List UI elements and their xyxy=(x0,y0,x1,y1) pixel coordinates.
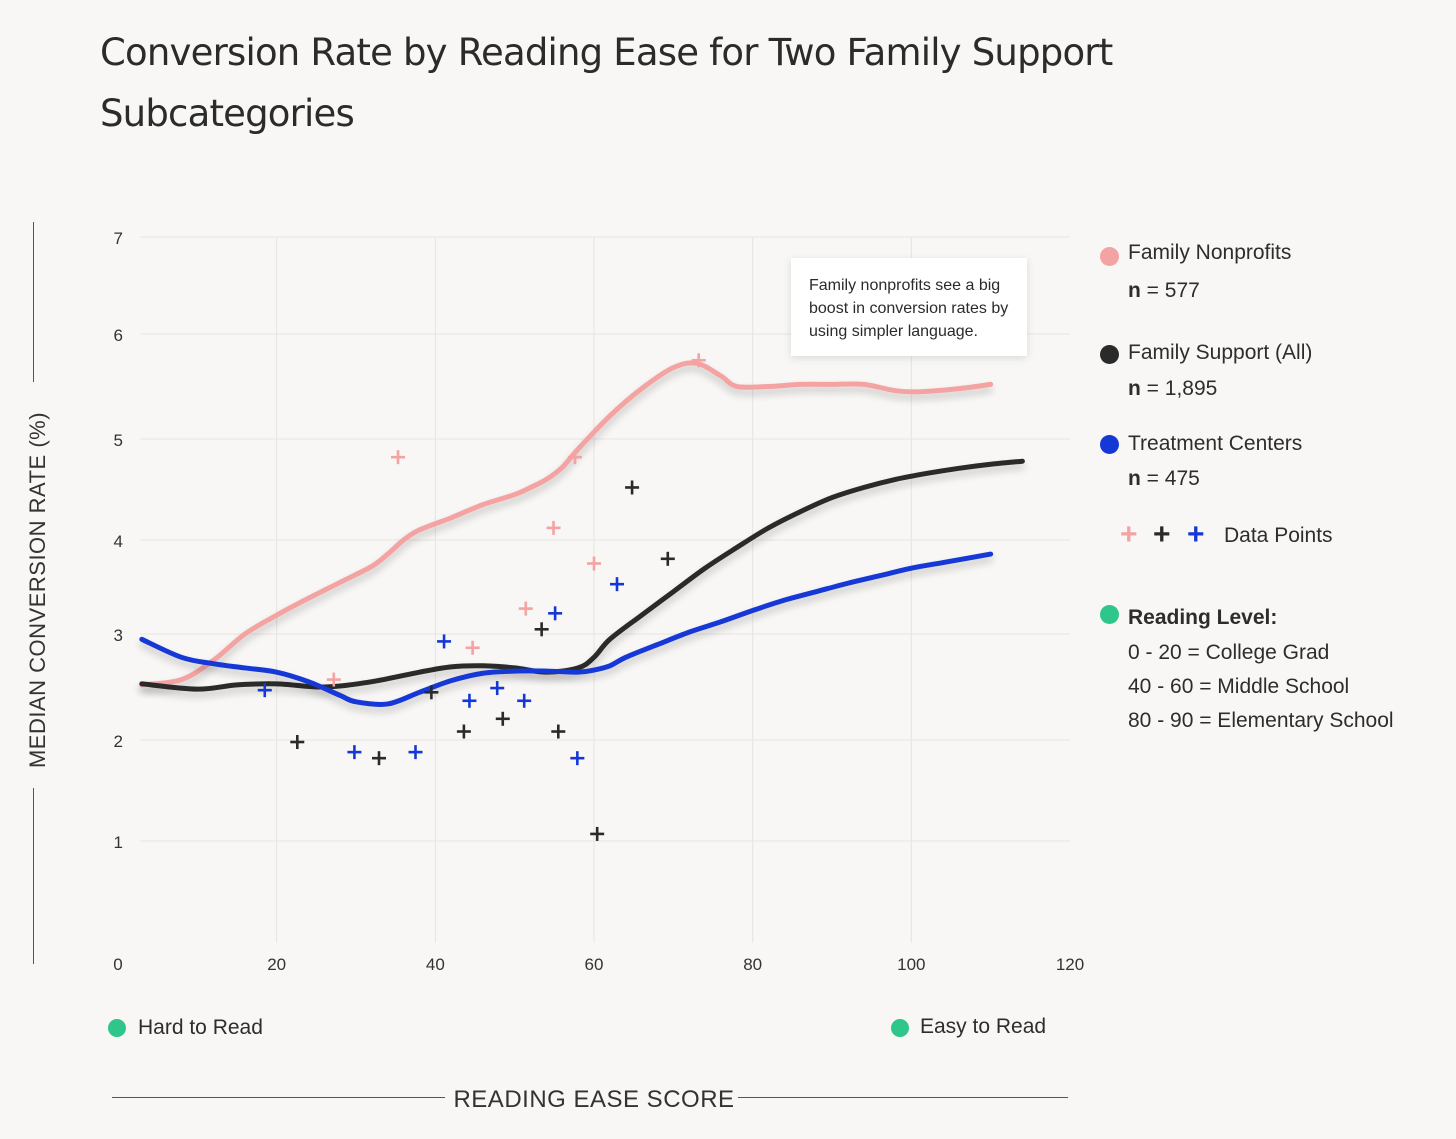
data-point-treatment-centers xyxy=(408,745,423,760)
data-point-treatment-centers xyxy=(517,693,532,708)
plus-icon: + xyxy=(1120,518,1138,551)
legend-label: Treatment Centers xyxy=(1128,432,1303,455)
y-tick-labels: 1 2 3 4 5 6 7 xyxy=(114,229,123,852)
grid-lines xyxy=(140,236,1070,943)
legend-count: n = 1,895 xyxy=(1128,377,1217,401)
reading-level-title: Reading Level: xyxy=(1128,606,1278,629)
hard-to-read-label: Hard to Read xyxy=(138,1016,263,1039)
y-axis-label: MEDIAN CONVERSION RATE (%) xyxy=(25,411,50,769)
data-point-treatment-centers xyxy=(610,577,625,592)
x-tick-label: 0 xyxy=(113,955,122,974)
data-point-family-nonprofits xyxy=(567,450,582,465)
data-point-family-nonprofits xyxy=(691,353,706,368)
x-tick-label: 60 xyxy=(585,955,604,974)
data-point-treatment-centers xyxy=(490,681,505,696)
annotation-callout: Family nonprofits see a big boost in con… xyxy=(791,258,1027,356)
n-prefix: n xyxy=(1128,279,1141,302)
reading-level-line: 40 - 60 = Middle School xyxy=(1128,675,1350,698)
data-point-treatment-centers xyxy=(257,683,272,698)
y-axis-rule-top xyxy=(33,222,34,382)
reading-level-line: 0 - 20 = College Grad xyxy=(1128,641,1330,664)
y-tick-label: 2 xyxy=(114,732,123,751)
y-tick-label: 1 xyxy=(114,833,123,852)
n-value: = 577 xyxy=(1146,279,1200,302)
easy-to-read-label: Easy to Read xyxy=(920,1015,1047,1038)
data-point-treatment-centers xyxy=(347,745,362,760)
data-point-family-support-all xyxy=(456,724,471,739)
data-point-family-support-all xyxy=(590,826,605,841)
y-tick-label: 3 xyxy=(114,626,123,645)
data-point-treatment-centers xyxy=(548,606,563,621)
data-point-family-support-all xyxy=(290,735,305,750)
easy-to-read-dot xyxy=(891,1019,909,1037)
y-tick-label: 7 xyxy=(114,229,123,248)
x-axis-label: READING EASE SCORE xyxy=(453,1086,735,1113)
reading-level-line: 80 - 90 = Elementary School xyxy=(1128,709,1394,732)
data-point-treatment-centers xyxy=(462,693,477,708)
x-tick-label: 100 xyxy=(897,955,925,974)
legend-label: Data Points xyxy=(1224,524,1333,547)
data-point-treatment-centers xyxy=(570,751,585,766)
data-point-family-nonprofits xyxy=(518,601,533,616)
x-axis-rule-left xyxy=(112,1097,445,1098)
series-line-family-support-all xyxy=(139,458,1025,692)
legend-dot-pink xyxy=(1100,247,1119,266)
series-line-family-nonprofits xyxy=(139,360,994,688)
data-point-family-support-all xyxy=(424,685,439,700)
data-point-family-support-all xyxy=(534,622,549,637)
x-tick-labels: 0 20 40 60 80 100 120 xyxy=(113,955,1084,974)
chart-title: Conversion Rate by Reading Ease for Two … xyxy=(100,31,1113,135)
legend-count: n = 475 xyxy=(1128,467,1200,491)
data-point-family-support-all xyxy=(660,551,675,566)
series-line-treatment-centers xyxy=(139,551,994,707)
n-prefix: n xyxy=(1128,377,1141,400)
y-tick-label: 4 xyxy=(114,532,123,551)
data-point-family-nonprofits xyxy=(391,450,406,465)
data-point-family-support-all xyxy=(372,751,387,766)
x-axis-rule-right xyxy=(738,1097,1068,1098)
x-tick-label: 20 xyxy=(267,955,286,974)
series-points xyxy=(257,353,706,841)
data-point-family-nonprofits xyxy=(546,520,561,535)
x-tick-label: 80 xyxy=(743,955,762,974)
series-lines xyxy=(139,360,1025,707)
legend-dot-blue xyxy=(1100,435,1119,454)
n-value: = 475 xyxy=(1146,467,1200,490)
n-prefix: n xyxy=(1128,467,1141,490)
y-tick-label: 6 xyxy=(114,326,123,345)
y-tick-label: 5 xyxy=(114,431,123,450)
data-point-family-nonprofits xyxy=(587,556,601,571)
legend-dot-green xyxy=(1100,605,1119,624)
hard-to-read-dot xyxy=(108,1019,126,1037)
x-tick-label: 40 xyxy=(426,955,445,974)
y-axis-rule-bottom xyxy=(33,788,34,964)
legend-dot-black xyxy=(1100,345,1119,364)
data-point-family-support-all xyxy=(625,480,640,495)
n-value: = 1,895 xyxy=(1146,377,1218,400)
x-tick-label: 120 xyxy=(1056,955,1084,974)
data-point-family-nonprofits xyxy=(465,640,480,655)
data-point-treatment-centers xyxy=(437,634,452,649)
plus-icon: + xyxy=(1153,518,1171,551)
legend-label: Family Nonprofits xyxy=(1128,241,1292,264)
legend-label: Family Support (All) xyxy=(1128,341,1313,364)
legend-count: n = 577 xyxy=(1128,279,1200,303)
data-point-family-support-all xyxy=(495,711,510,726)
data-point-family-nonprofits xyxy=(326,672,341,687)
data-point-family-support-all xyxy=(551,724,566,739)
plus-icon: + xyxy=(1187,518,1205,551)
